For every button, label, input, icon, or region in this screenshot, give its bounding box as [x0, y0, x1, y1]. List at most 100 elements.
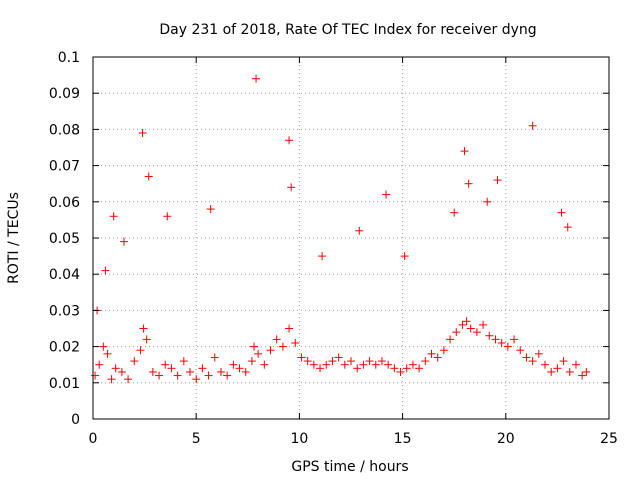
data-point: [328, 357, 337, 366]
data-point: [161, 360, 170, 369]
data-point: [485, 331, 494, 340]
data-point: [107, 375, 116, 384]
data-point: [355, 226, 364, 235]
data-point: [340, 360, 349, 369]
data-point: [462, 317, 471, 326]
data-point: [528, 357, 537, 366]
data-point: [247, 357, 256, 366]
data-point: [163, 212, 172, 221]
data-point: [272, 335, 281, 344]
x-axis-label: GPS time / hours: [291, 459, 408, 475]
data-point: [433, 353, 442, 362]
data-point: [559, 357, 568, 366]
data-point: [278, 342, 287, 351]
data-point: [571, 360, 580, 369]
data-point: [204, 371, 213, 380]
data-point: [249, 342, 258, 351]
data-point: [266, 346, 275, 355]
grid-lines: [93, 57, 609, 419]
data-point: [396, 367, 405, 376]
data-point: [353, 364, 362, 373]
y-tick-label: 0.05: [49, 231, 80, 247]
y-tick-label: 0.08: [49, 122, 80, 138]
data-point: [148, 367, 157, 376]
data-point: [223, 371, 232, 380]
data-point: [124, 375, 133, 384]
data-point: [557, 208, 566, 217]
data-point: [130, 357, 139, 366]
y-tick-label: 0.07: [49, 159, 80, 175]
data-point: [309, 360, 318, 369]
data-point: [439, 346, 448, 355]
data-point: [553, 364, 562, 373]
data-point: [260, 360, 269, 369]
data-point: [99, 342, 108, 351]
data-point: [415, 364, 424, 373]
data-point: [316, 364, 325, 373]
y-tick-label: 0.06: [49, 195, 80, 211]
x-tick-label: 20: [497, 431, 515, 447]
data-point: [285, 136, 294, 145]
data-point: [450, 208, 459, 217]
y-tick-label: 0.1: [58, 50, 80, 66]
data-point: [522, 353, 531, 362]
data-point: [497, 338, 506, 347]
data-point: [111, 364, 120, 373]
data-point: [252, 74, 261, 83]
data-point: [365, 357, 374, 366]
y-axis-label: ROTI / TECUs: [6, 192, 22, 284]
y-tick-label: 0.09: [49, 86, 80, 102]
data-point: [117, 367, 126, 376]
data-point: [138, 129, 147, 138]
tick-labels: 0 5 10 15 20 25 0 0.01 0.02 0.03 0.04 0.05 0.06 0.07 0…: [49, 50, 618, 447]
data-points: [91, 74, 591, 384]
data-point: [578, 371, 587, 380]
data-point: [541, 360, 550, 369]
x-tick-label: 15: [394, 431, 412, 447]
data-point: [101, 266, 110, 275]
y-tick-label: 0: [71, 412, 80, 428]
y-tick-label: 0.03: [49, 303, 80, 319]
data-point: [119, 237, 128, 246]
data-point: [167, 364, 176, 373]
data-point: [144, 172, 153, 181]
data-point: [384, 360, 393, 369]
axis-ticks: [92, 56, 610, 420]
data-point: [446, 335, 455, 344]
data-point: [479, 320, 488, 329]
data-point: [493, 176, 502, 185]
data-point: [297, 353, 306, 362]
data-point: [491, 335, 500, 344]
x-tick-label: 5: [192, 431, 201, 447]
data-point: [198, 364, 207, 373]
data-point: [322, 360, 331, 369]
data-point: [460, 147, 469, 156]
data-point: [291, 338, 300, 347]
data-point: [563, 223, 572, 232]
data-point: [452, 328, 461, 337]
data-point: [287, 183, 296, 192]
data-point: [408, 360, 417, 369]
data-point: [318, 252, 327, 261]
data-point: [390, 364, 399, 373]
data-point: [303, 357, 312, 366]
x-tick-label: 0: [89, 431, 98, 447]
data-point: [458, 320, 467, 329]
data-point: [547, 367, 556, 376]
data-point: [173, 371, 182, 380]
data-point: [421, 357, 430, 366]
data-point: [192, 375, 201, 384]
data-point: [229, 360, 238, 369]
data-point: [510, 335, 519, 344]
data-point: [582, 367, 591, 376]
x-tick-label: 25: [600, 431, 618, 447]
data-point: [91, 371, 100, 380]
data-point: [400, 252, 409, 261]
data-point: [210, 353, 219, 362]
data-point: [241, 367, 250, 376]
y-tick-label: 0.04: [49, 267, 80, 283]
x-tick-label: 10: [290, 431, 308, 447]
data-point: [377, 357, 386, 366]
